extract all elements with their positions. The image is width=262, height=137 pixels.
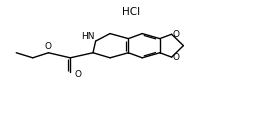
Text: O: O (172, 30, 179, 39)
Text: O: O (172, 53, 179, 62)
Text: HCl: HCl (122, 7, 140, 17)
Text: O: O (75, 70, 82, 79)
Text: HN: HN (81, 32, 95, 41)
Text: O: O (45, 42, 52, 51)
